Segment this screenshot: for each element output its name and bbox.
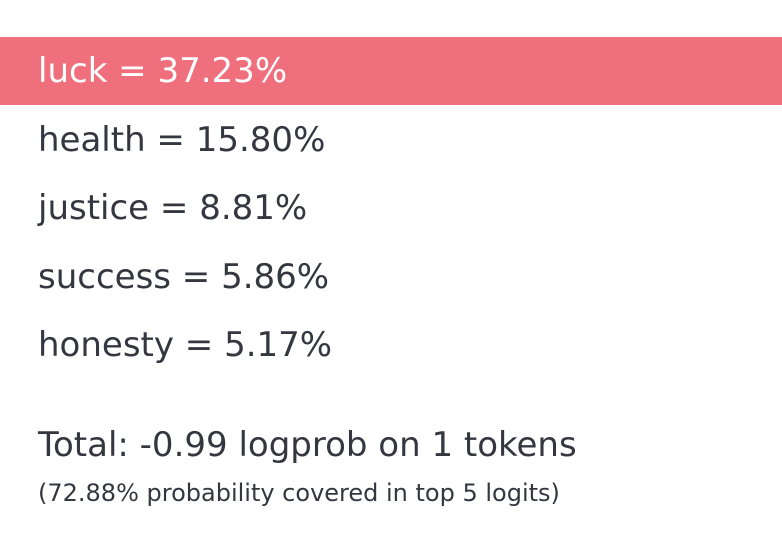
token-option[interactable]: health = 15.80% (38, 119, 326, 160)
total-line: Total: -0.99 logprob on 1 tokens (38, 425, 577, 465)
token-option[interactable]: honesty = 5.17% (38, 325, 333, 365)
token-option[interactable]: success = 5.86% (38, 256, 330, 297)
coverage-line: (72.88% probability covered in top 5 log… (38, 479, 560, 507)
token-option[interactable]: justice = 8.81% (38, 188, 308, 228)
token-option[interactable]: luck = 37.23% (0, 37, 782, 105)
